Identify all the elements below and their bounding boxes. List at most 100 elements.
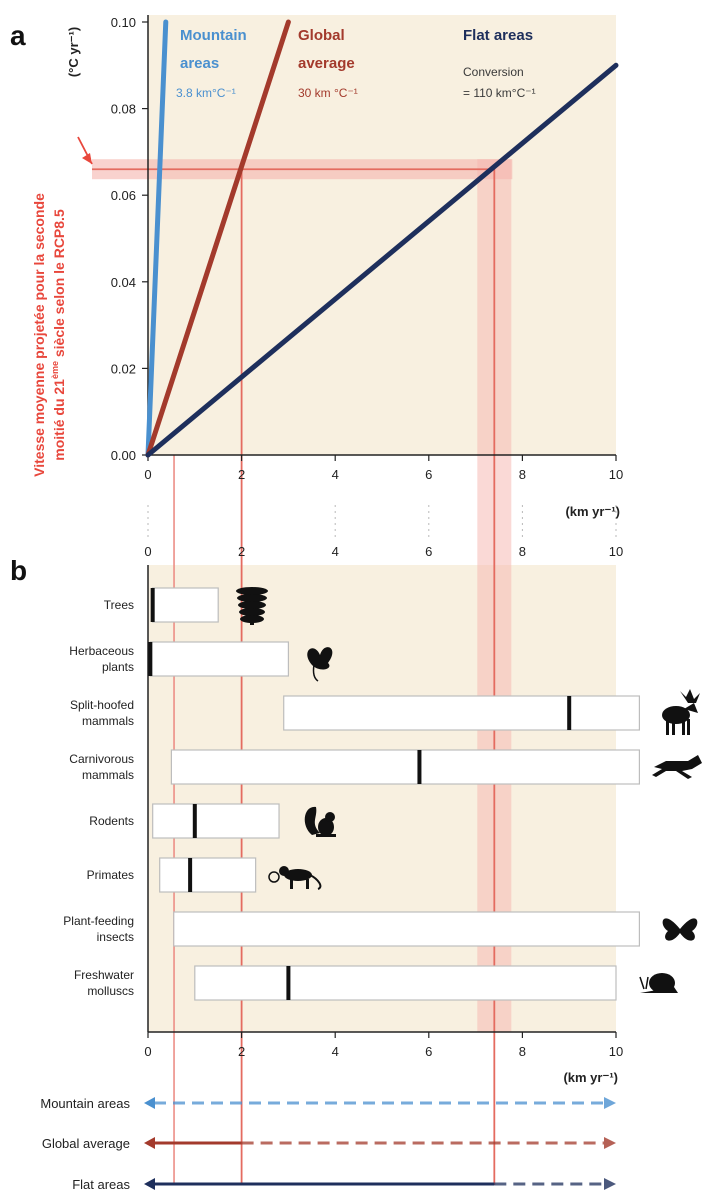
species-label-line1: Split-hoofed (70, 698, 134, 712)
series-name-global-2: average (298, 55, 355, 72)
tree-foliage (237, 594, 267, 602)
series-name-global-1: Global (298, 27, 345, 44)
x-tick-label: 8 (519, 467, 526, 482)
series-name-flat: Flat areas (463, 27, 533, 44)
monkey-head (279, 866, 289, 876)
panel-b-label: b (10, 555, 27, 586)
species-row: Freshwater molluscs (74, 965, 678, 1001)
squirrel-tail (304, 806, 320, 835)
species-label-line1: Trees (104, 598, 134, 612)
species-label-line2: molluscs (87, 984, 134, 998)
species-label-line1: Herbaceous (69, 644, 134, 658)
bottom-x-tick-label: 0 (144, 1044, 151, 1059)
species-row: Plant-feeding insects (63, 911, 698, 947)
snail-shell (649, 973, 675, 993)
leaf-shape (307, 647, 333, 670)
species-range-bar (194, 965, 617, 1001)
bottom-x-tick-label: 4 (332, 1044, 339, 1059)
moose-antlers (680, 689, 700, 703)
legend-arrow-right (604, 1097, 616, 1109)
annotation-arrow-head (82, 153, 92, 164)
annotation-line-1: Vitesse moyenne projetée pour la seconde (31, 193, 47, 477)
tree-foliage (238, 601, 266, 609)
snail-antennae (639, 976, 649, 990)
legend-label: Global average (42, 1136, 130, 1151)
top-x-tick-label: 4 (332, 544, 339, 559)
panel-a-label: a (10, 20, 26, 51)
species-label-line1: Carnivorous (69, 752, 134, 766)
series-line-3 (145, 62, 619, 458)
y-tick-label: 0.00 (111, 448, 136, 463)
series-conversion-mountain: 3.8 km°C⁻¹ (176, 86, 236, 100)
x-tick-label: 2 (238, 467, 245, 482)
x-tick-label: 10 (609, 467, 623, 482)
legend-arrow-right (604, 1137, 616, 1149)
species-median-mark (286, 966, 291, 1000)
y-tick-label: 0.06 (111, 188, 136, 203)
species-label-line1: Rodents (89, 814, 134, 828)
snail-icon (639, 973, 678, 993)
x-axis-unit-a: (km yr⁻¹) (565, 504, 620, 519)
top-x-tick-label: 2 (238, 544, 245, 559)
series-line-2 (145, 19, 291, 458)
series-conversion-global: 30 km °C⁻¹ (298, 86, 358, 100)
x-tick-label: 0 (144, 467, 151, 482)
species-range-bar (173, 911, 641, 947)
y-tick-label: 0.08 (111, 102, 136, 117)
species-median-mark (417, 750, 422, 784)
tree-foliage (240, 615, 264, 623)
species-row: Rodents (89, 803, 336, 839)
species-row: Carnivorous mammals (69, 749, 702, 785)
squirrel-body (318, 818, 334, 836)
moose-leg (672, 719, 675, 735)
series-name-mountain-1: Mountain (180, 27, 247, 44)
species-label-line2: mammals (82, 768, 134, 782)
legend-arrow-left (144, 1137, 155, 1149)
top-x-tick-label: 6 (425, 544, 432, 559)
species-range-bar (152, 803, 280, 839)
y-tick-label: 0.02 (111, 361, 136, 376)
panel-b-background (148, 565, 616, 1032)
butterfly-icon (662, 918, 698, 941)
monkey-ring (268, 871, 280, 883)
annotation-suffix: siècle selon le RCP8.5 (51, 209, 67, 361)
species-median-mark (192, 804, 197, 838)
tree-foliage (239, 608, 265, 616)
top-x-tick-label: 0 (144, 544, 151, 559)
y-axis-unit: (°C yr⁻¹) (66, 27, 81, 77)
x-tick-label: 4 (332, 467, 339, 482)
species-label-line1: Plant-feeding (63, 914, 134, 928)
species-label-line2: insects (97, 930, 134, 944)
species-median-mark (188, 858, 193, 892)
monkey-body (284, 869, 312, 881)
moose-leg (682, 719, 685, 735)
tree-foliage (236, 587, 268, 595)
leaf-icon (307, 647, 333, 682)
wolf-icon (652, 755, 702, 779)
leaf-stem (312, 664, 319, 682)
species-range-bar (283, 695, 640, 731)
bottom-x-tick-label: 2 (238, 1044, 245, 1059)
monkey-tail (309, 874, 322, 890)
species-range-bar (170, 749, 640, 785)
series-line-1 (145, 19, 169, 458)
legend-label: Mountain areas (40, 1096, 130, 1111)
top-x-tick-label: 8 (519, 544, 526, 559)
bottom-x-tick-label: 6 (425, 1044, 432, 1059)
species-median-mark (150, 588, 155, 622)
moose-leg (687, 719, 690, 735)
squirrel-feet (316, 834, 336, 837)
species-label-line2: plants (102, 660, 134, 674)
legend-arrow-left (144, 1097, 155, 1109)
moose-leg (666, 719, 669, 735)
species-range-bar (149, 641, 289, 677)
moose-icon (662, 689, 700, 735)
species-range-bar (152, 587, 219, 623)
monkey-icon (268, 866, 322, 890)
species-median-mark (567, 696, 572, 730)
bottom-x-tick-label: 8 (519, 1044, 526, 1059)
monkey-leg (306, 879, 309, 889)
panel-a-background (148, 15, 616, 455)
squirrel-head (325, 812, 335, 822)
